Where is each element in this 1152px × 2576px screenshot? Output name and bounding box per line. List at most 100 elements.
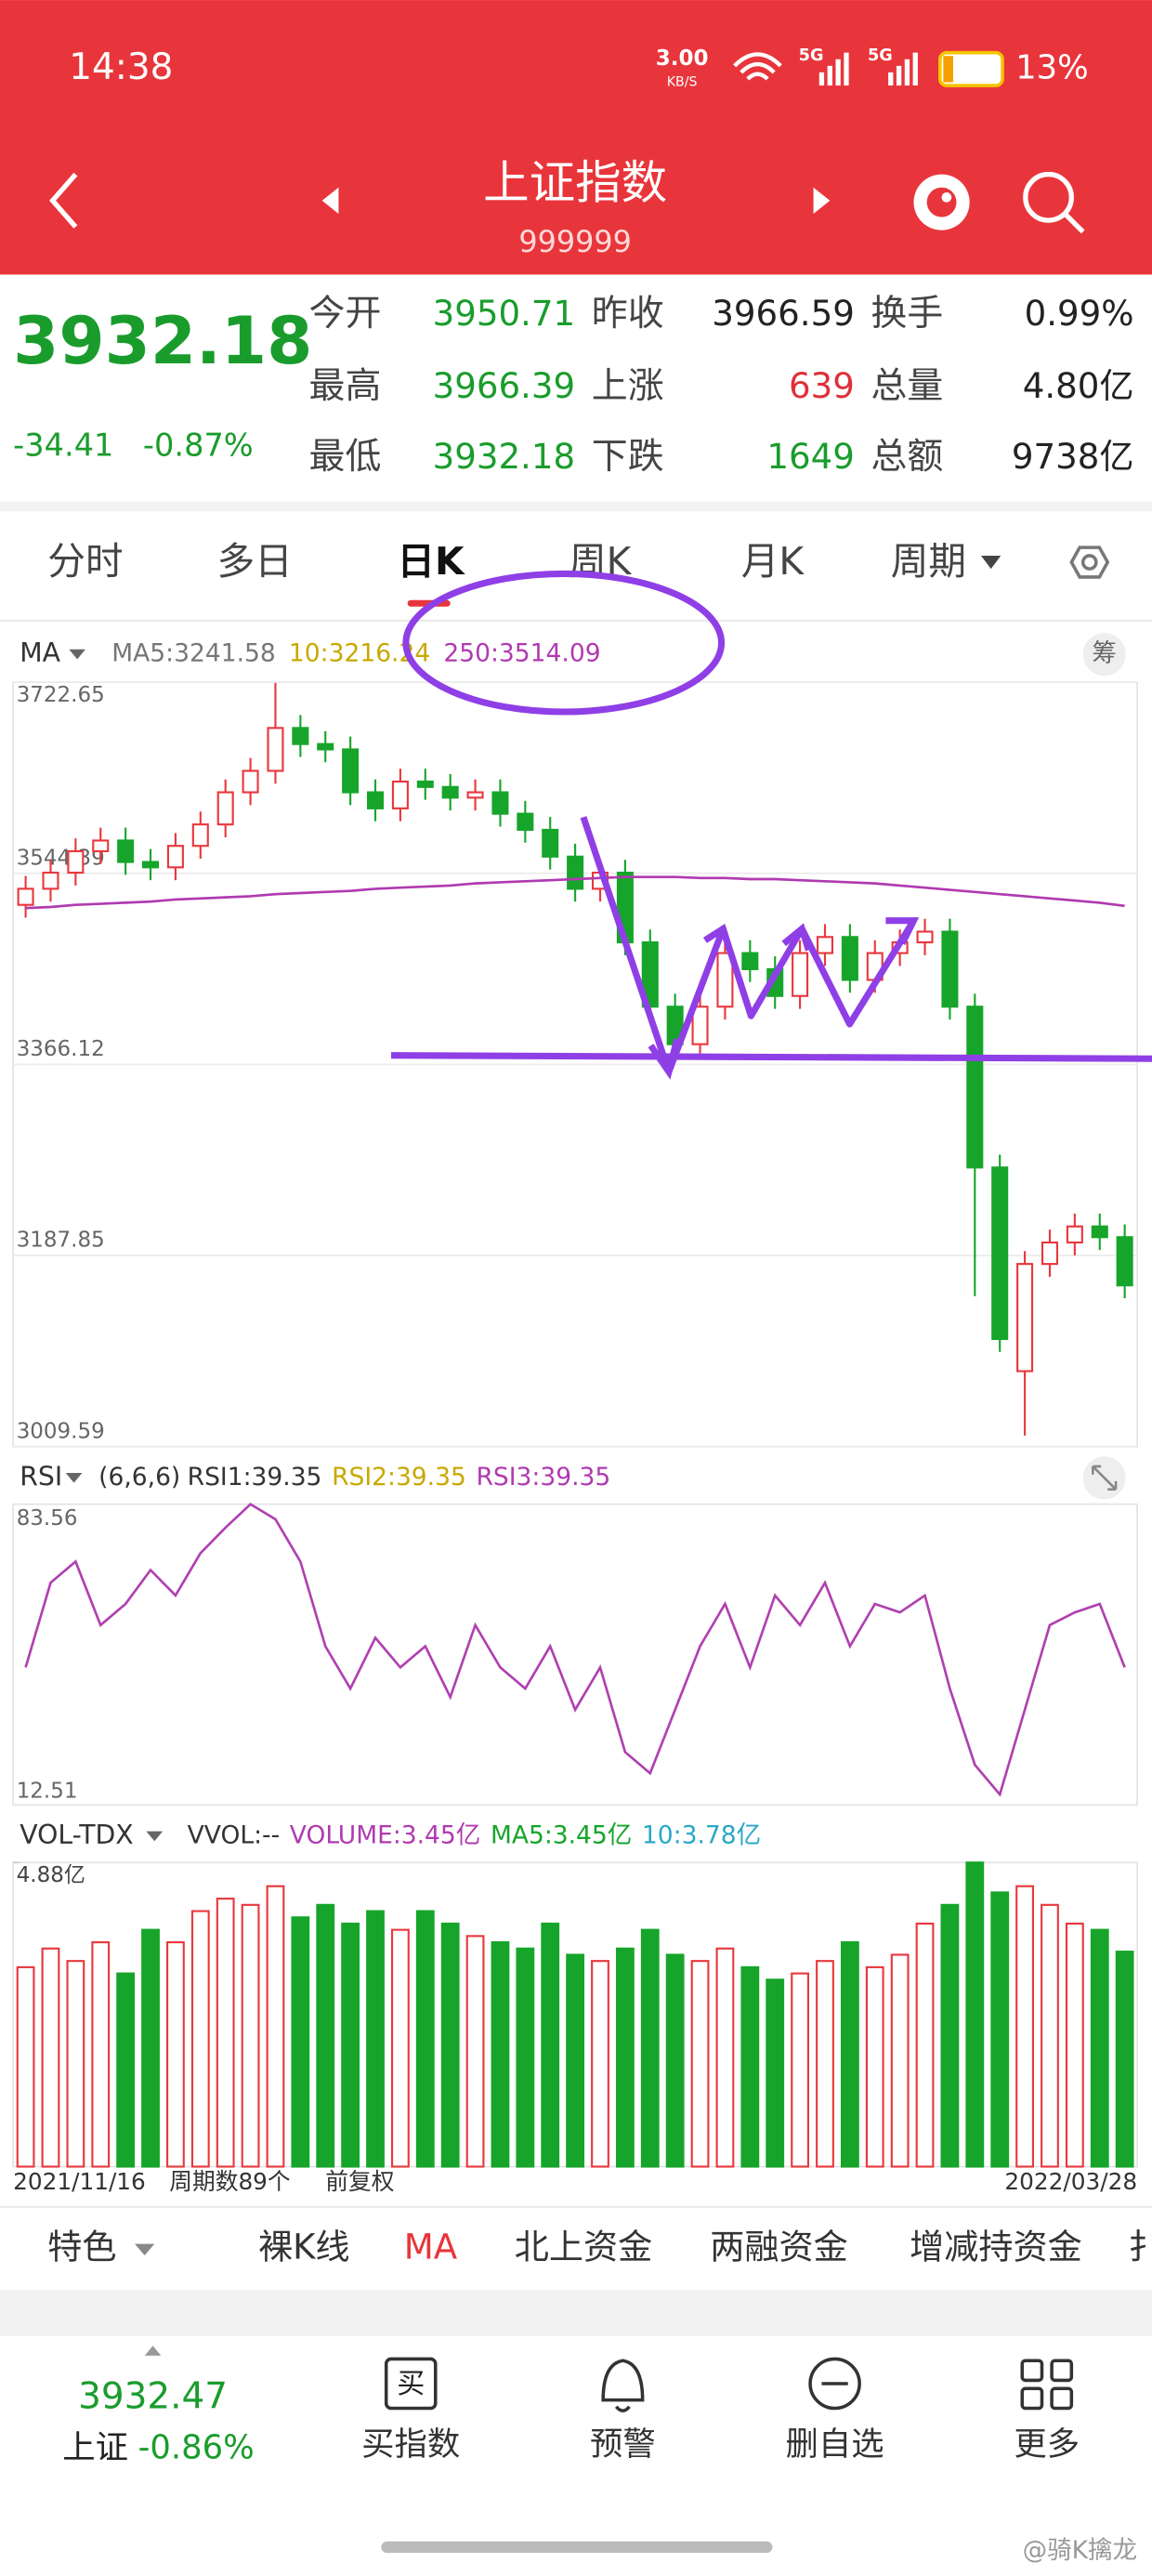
indicator-name[interactable]: MA <box>20 637 60 668</box>
stat-value: 0.99% <box>1025 294 1134 334</box>
legend-item: 250:3514.09 <box>443 639 600 668</box>
chip-button-bg[interactable] <box>1082 633 1126 677</box>
home-indicator <box>381 2541 773 2554</box>
candle-body <box>342 748 360 794</box>
prev-button[interactable] <box>321 187 339 215</box>
settings-button[interactable] <box>1069 545 1110 579</box>
volume-bar <box>890 1953 910 2168</box>
x-start-date: 2021/11/16 <box>13 2168 146 2195</box>
volume-bar <box>440 1922 460 2168</box>
volume-bar <box>816 1960 834 2168</box>
volume-bar <box>241 1903 260 2168</box>
tab[interactable]: 分时 <box>47 539 123 584</box>
adjust-mode: 前复权 <box>325 2168 394 2195</box>
period-count: 周期数89个 <box>169 2168 291 2195</box>
last-price: 3932.18 <box>13 302 312 379</box>
page-title: 上证指数 <box>483 155 667 209</box>
divider <box>0 619 1152 622</box>
stat-label: 换手 <box>871 293 944 335</box>
volume-bar <box>665 1953 685 2168</box>
remove-icon[interactable] <box>808 2357 861 2411</box>
volume-bar <box>940 1903 960 2168</box>
volume-bar <box>1041 1903 1059 2168</box>
candle-body <box>691 1005 709 1045</box>
candle-body <box>466 791 484 799</box>
next-button[interactable] <box>813 187 831 215</box>
candle-body <box>42 872 59 890</box>
volume-bar <box>541 1922 560 2168</box>
tab[interactable]: 多日 <box>217 539 293 584</box>
battery-level <box>943 56 953 83</box>
volume-bar <box>316 1903 335 2168</box>
stat-label: 昨收 <box>592 293 664 335</box>
index-price: 3932.47 <box>78 2375 228 2417</box>
volume-name[interactable]: VOL-TDX <box>20 1820 133 1850</box>
volume-bar <box>390 1928 410 2168</box>
menu-item[interactable]: MA <box>404 2227 458 2267</box>
menu-item[interactable]: 扌 <box>1128 2227 1152 2267</box>
menu-item[interactable]: 特色 <box>47 2227 116 2267</box>
legend-item: RSI1:39.35 <box>188 1463 322 1492</box>
more-icon[interactable] <box>1020 2359 1074 2411</box>
net-speed-unit: KB/S <box>667 75 698 90</box>
candle-body <box>1016 1263 1034 1373</box>
volume-bar <box>491 1941 510 2168</box>
nav-label[interactable]: 更多 <box>1014 2425 1080 2464</box>
alert-icon[interactable] <box>601 2359 645 2412</box>
menu-item[interactable]: 裸K线 <box>258 2227 350 2267</box>
buy-icon[interactable] <box>384 2357 438 2411</box>
mascot-button[interactable] <box>913 174 970 230</box>
feature-menu: 特色 裸K线 MA 北上资金 两融资金 增减持资金 扌 <box>47 2227 1152 2267</box>
volume-bar <box>1090 1928 1109 2168</box>
volume-bar <box>965 1861 985 2168</box>
tab[interactable]: 月K <box>741 539 805 584</box>
candle-body <box>416 780 434 788</box>
volume-bar <box>1115 1951 1134 2168</box>
volume-bar <box>91 1941 111 2168</box>
buy-icon-text: 买 <box>397 2368 425 2400</box>
rsi-name[interactable]: RSI <box>20 1461 62 1492</box>
volume-bar <box>1015 1885 1034 2168</box>
rsi-tick-label: 12.51 <box>17 1780 78 1804</box>
menu-item[interactable]: 北上资金 <box>515 2227 653 2267</box>
candle-body <box>792 952 809 997</box>
tab[interactable]: 周期 <box>891 539 966 584</box>
menu-item[interactable]: 两融资金 <box>710 2227 848 2267</box>
x-end-date: 2022/03/28 <box>1004 2168 1137 2195</box>
candle-body <box>1066 1225 1083 1244</box>
candle-body <box>67 849 85 874</box>
legend-item: MA5:3241.58 <box>111 639 275 668</box>
y-tick-label: 3187.85 <box>17 1229 105 1253</box>
volume-bar <box>766 1978 785 2168</box>
chip-button[interactable]: 筹 <box>1092 639 1117 668</box>
header-bg <box>0 0 1152 275</box>
stat-value: 3950.71 <box>433 294 576 334</box>
volume-bar <box>591 1960 609 2168</box>
volume-bar <box>990 1891 1010 2168</box>
watermark: @骑K擒龙 <box>1023 2536 1137 2565</box>
candle-body <box>542 828 559 858</box>
search-button[interactable] <box>1023 171 1085 234</box>
candle-body <box>267 727 284 772</box>
ma-legend: MA5:3241.58 10:3216.24 250:3514.09 <box>111 639 600 668</box>
tab-active[interactable]: 日K <box>397 539 465 584</box>
candle-body <box>1116 1236 1133 1287</box>
dropdown-arrow <box>69 649 85 660</box>
y-tick-label: 3544.39 <box>17 846 105 870</box>
menu-item[interactable]: 增减持资金 <box>910 2227 1082 2267</box>
nav-label[interactable]: 删自选 <box>786 2425 884 2464</box>
expand-arrow[interactable] <box>144 2346 162 2356</box>
back-button[interactable] <box>49 172 78 229</box>
stat-label: 今开 <box>309 293 382 335</box>
volume-bar <box>615 1947 635 2168</box>
volume-bar <box>66 1960 85 2168</box>
legend-item: VVOL:-- <box>188 1820 281 1849</box>
index-change: -0.86% <box>138 2429 255 2467</box>
stat-label: 最高 <box>309 365 382 407</box>
nav-label[interactable]: 预警 <box>590 2425 656 2464</box>
nav-label[interactable]: 买指数 <box>361 2425 460 2464</box>
stat-value: 3966.59 <box>712 294 855 334</box>
annotation-ellipse <box>402 570 726 716</box>
signal-icon <box>888 52 918 86</box>
